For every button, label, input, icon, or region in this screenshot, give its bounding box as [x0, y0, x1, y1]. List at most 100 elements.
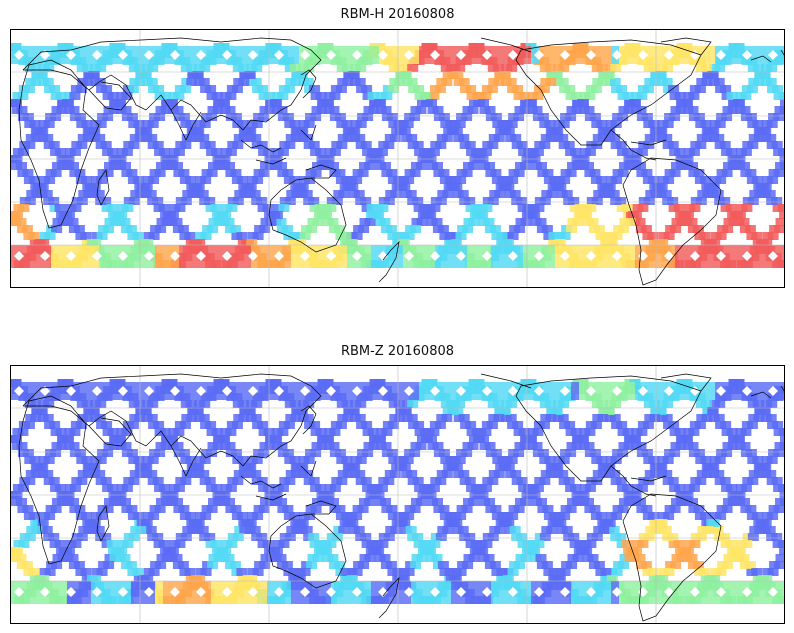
coastline — [750, 55, 772, 63]
swath-tile — [566, 561, 578, 569]
swath-tile — [251, 456, 263, 464]
polar-band-tile — [451, 581, 459, 604]
swath-tile — [532, 148, 544, 156]
swath-tile — [523, 484, 535, 492]
swath-tile — [754, 190, 766, 198]
swath-tile — [454, 64, 466, 72]
swath-tile — [358, 225, 370, 233]
swath-tile — [444, 232, 456, 240]
swath-tile — [50, 113, 62, 121]
swath-tile — [316, 442, 328, 450]
swath-tile — [328, 498, 339, 506]
coastline — [480, 373, 532, 389]
swath-tile — [668, 85, 680, 93]
swath-tile — [516, 197, 528, 205]
swath-tile — [230, 449, 242, 457]
swath-tile — [128, 477, 140, 485]
gap-diamond — [352, 50, 362, 60]
swath-tile — [197, 190, 209, 198]
swath-tile — [719, 477, 731, 485]
swath-tile — [185, 120, 197, 128]
swath-tile — [328, 442, 340, 450]
swath-tile — [207, 225, 219, 233]
swath-tile — [390, 526, 402, 534]
gap-diamond — [144, 50, 154, 60]
polar-band-tile — [27, 46, 35, 64]
swath-tile — [496, 512, 508, 520]
swath-tile — [656, 127, 668, 135]
polar-band-tile — [411, 382, 419, 400]
swath-tile — [775, 498, 784, 506]
swath-tile — [335, 421, 347, 429]
polar-band-tile — [731, 581, 739, 604]
polar-band-tile — [723, 382, 731, 400]
swath-tile — [30, 134, 42, 142]
panel-title-bottom: RBM-Z 20160808 — [340, 344, 455, 359]
swath-tile — [445, 400, 457, 408]
swath-tile — [533, 204, 545, 212]
gap-diamond — [742, 50, 752, 60]
swath-tile — [206, 449, 218, 457]
swath-tile — [49, 85, 61, 93]
swath-tile — [304, 176, 316, 184]
swath-tile — [709, 239, 721, 247]
coastline — [22, 373, 322, 467]
polar-band-tile — [491, 581, 499, 604]
swath-tile — [94, 134, 106, 142]
swath-tile — [741, 204, 753, 212]
swath-tile — [413, 421, 425, 429]
gap-diamond — [352, 587, 362, 597]
swath-tile — [70, 540, 82, 548]
swath-tile — [380, 498, 391, 506]
swath-tile — [121, 428, 133, 436]
swath-tile — [237, 64, 249, 72]
gap-diamond — [326, 386, 336, 396]
swath-tile — [546, 526, 558, 534]
swath-tile — [211, 428, 223, 436]
swath-tile — [54, 540, 66, 548]
swath-tile — [340, 512, 352, 520]
gap-diamond — [742, 386, 752, 396]
swath-tile — [407, 64, 419, 72]
swath-tile — [147, 456, 159, 464]
swath-tile — [145, 190, 157, 198]
polar-band-tile — [131, 382, 139, 400]
swath-tile — [38, 575, 50, 583]
swath-tile — [56, 106, 68, 114]
polar-band-tile — [99, 245, 107, 268]
swath-tile — [51, 561, 63, 569]
swath-tile — [174, 540, 186, 548]
swath-tile — [668, 421, 680, 429]
polar-band-tile — [307, 46, 315, 64]
gap-diamond — [66, 587, 76, 597]
swath-tile — [367, 484, 379, 492]
swath-tile — [303, 120, 315, 128]
gap-diamond — [66, 251, 76, 261]
polar-band-tile — [363, 382, 371, 400]
swath-tile — [760, 127, 772, 135]
swath-tile — [503, 519, 515, 527]
swath-tile — [455, 512, 467, 520]
swath-tile — [496, 232, 508, 240]
swath-tile — [406, 78, 418, 86]
swath-tile — [28, 568, 40, 576]
swath-tile — [499, 71, 511, 79]
swath-tile — [342, 470, 354, 478]
swath-tile — [210, 540, 222, 548]
coastline — [378, 240, 400, 283]
swath-tile — [450, 239, 462, 247]
swath-tile — [230, 505, 242, 513]
swath-tile — [636, 428, 648, 436]
swath-tile — [256, 141, 268, 149]
swath-tile — [205, 85, 217, 93]
swath-tile — [593, 561, 605, 569]
swath-tile — [484, 442, 496, 450]
swath-tile — [509, 526, 521, 534]
swath-tile — [603, 71, 615, 79]
gap-diamond — [742, 251, 752, 261]
swath-tile — [312, 218, 324, 226]
swath-tile — [205, 421, 217, 429]
swath-tile — [597, 470, 609, 478]
swath-tile — [329, 428, 341, 436]
swath-tile — [532, 92, 544, 100]
